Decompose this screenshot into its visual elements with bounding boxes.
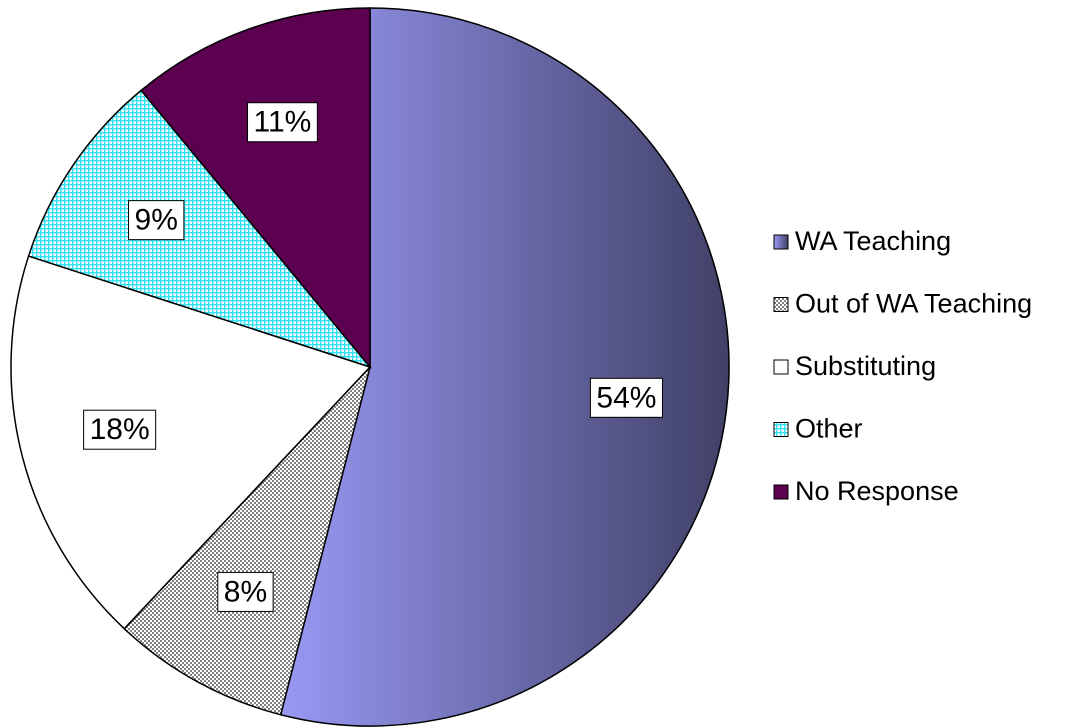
data-label-box xyxy=(128,200,185,241)
legend-swatch xyxy=(773,234,789,250)
data-label: 11% xyxy=(254,106,312,139)
pie-slice xyxy=(27,89,373,369)
data-label: 8% xyxy=(224,575,267,608)
legend-swatch xyxy=(773,359,789,375)
data-label: 54% xyxy=(596,381,656,414)
legend-swatch xyxy=(773,484,789,500)
legend-label: WA Teaching xyxy=(795,226,951,256)
data-label-box xyxy=(83,409,157,450)
data-label: 18% xyxy=(90,413,150,446)
data-label-box xyxy=(589,377,663,418)
pie-slice xyxy=(10,255,372,630)
pie-slice xyxy=(279,7,730,727)
legend-swatch xyxy=(773,422,789,437)
data-label: 9% xyxy=(135,204,178,237)
legend-label: No Response xyxy=(795,476,959,506)
legend-label: Out of WA Teaching xyxy=(795,289,1032,319)
data-label-box xyxy=(217,571,274,612)
data-labels: 54% 8% 18% 9% 11% xyxy=(83,102,663,612)
data-label-box xyxy=(247,102,318,143)
legend-swatch xyxy=(773,297,789,312)
pie-slice xyxy=(140,7,371,370)
legend-label: Substituting xyxy=(795,351,936,381)
pie-slice xyxy=(123,366,371,716)
legend: WA Teaching Out of WA Teaching Substitutin… xyxy=(773,226,1032,506)
pie xyxy=(10,7,730,727)
legend-label: Other xyxy=(795,414,863,444)
